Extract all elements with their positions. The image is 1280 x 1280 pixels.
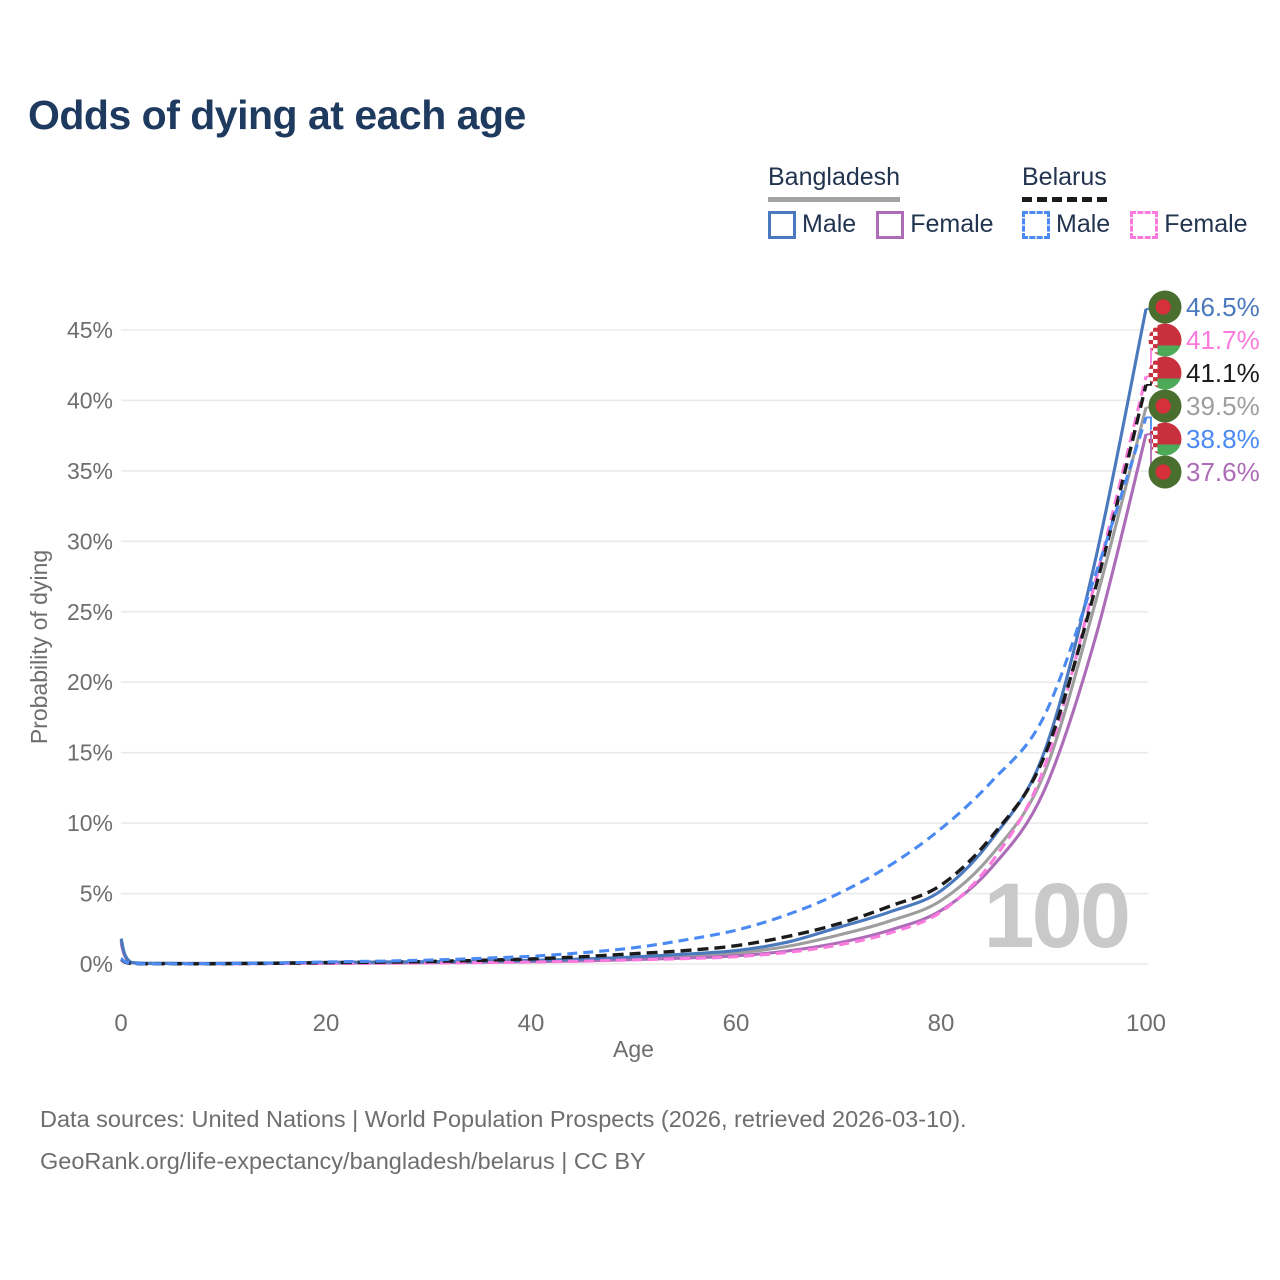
legend-group-belarus: Belarus Male Female — [1022, 163, 1268, 239]
legend-swatch-bangladesh-female[interactable] — [876, 210, 905, 239]
flag-belarus-icon — [1148, 422, 1182, 456]
age-watermark: 100 — [984, 865, 1129, 967]
end-label-belarus-male: 38.8% — [1186, 424, 1260, 454]
flag-bangladesh-icon — [1148, 455, 1182, 489]
y-tick-15: 15% — [67, 740, 113, 766]
legend-swatch-belarus-female[interactable] — [1130, 210, 1159, 239]
x-tick-20: 20 — [313, 1010, 340, 1037]
axes: 0% 5% 10% 15% 20% 25% 30% 35% 40% 45% 0 20 40 60 80 100… — [26, 317, 1166, 1062]
footer: Data sources: United Nations | World Pop… — [40, 1106, 967, 1190]
y-tick-20: 20% — [67, 669, 113, 695]
y-tick-0: 0% — [80, 951, 113, 977]
legend-country-belarus[interactable]: Belarus — [1022, 163, 1107, 202]
end-label-belarus-female: 41.7% — [1186, 325, 1260, 355]
flag-bangladesh-icon — [1148, 290, 1182, 324]
end-label-bangladesh-male: 46.5% — [1186, 292, 1260, 322]
y-tick-25: 25% — [67, 599, 113, 625]
series-lines — [119, 308, 1148, 966]
end-label-belarus-both: 41.1% — [1186, 358, 1260, 388]
end-labels: 46.5%41.7%41.1%39.5%38.8%37.6% — [1146, 290, 1260, 489]
y-tick-40: 40% — [67, 387, 113, 413]
end-label-bangladesh-both: 39.5% — [1186, 391, 1260, 421]
legend-group-bangladesh: Bangladesh Male Female — [768, 163, 1014, 239]
x-tick-0: 0 — [114, 1010, 127, 1037]
y-tick-10: 10% — [67, 810, 113, 836]
end-label-bangladesh-female: 37.6% — [1186, 457, 1260, 487]
page-title: Odds of dying at each age — [28, 92, 526, 138]
legend-country-bangladesh[interactable]: Bangladesh — [768, 163, 901, 202]
x-tick-40: 40 — [518, 1010, 545, 1037]
x-tick-100: 100 — [1126, 1010, 1166, 1037]
flag-belarus-icon — [1148, 356, 1182, 390]
legend-label-bangladesh-male[interactable]: Male — [802, 210, 857, 238]
legend-swatch-belarus-male[interactable] — [1022, 210, 1050, 239]
flag-belarus-icon — [1148, 323, 1182, 357]
legend-swatch-bangladesh-male[interactable] — [768, 210, 796, 239]
line-belarus-male — [120, 416, 1148, 966]
legend-label-belarus-male[interactable]: Male — [1056, 210, 1111, 238]
y-tick-5: 5% — [80, 881, 113, 907]
y-axis-title: Probability of dying — [26, 550, 52, 744]
y-tick-30: 30% — [67, 528, 113, 554]
y-tick-45: 45% — [67, 317, 113, 343]
y-tick-35: 35% — [67, 458, 113, 484]
footer-attribution-link: GeoRank.org/life-expectancy/bangladesh/b… — [40, 1148, 646, 1174]
x-tick-60: 60 — [723, 1010, 750, 1037]
x-tick-80: 80 — [928, 1010, 955, 1037]
x-axis-title: Age — [613, 1036, 654, 1062]
footer-data-sources: Data sources: United Nations | World Pop… — [40, 1106, 967, 1132]
flag-bangladesh-icon — [1148, 389, 1182, 423]
legend-label-belarus-female[interactable]: Female — [1164, 210, 1248, 238]
legend-label-bangladesh-female[interactable]: Female — [910, 210, 994, 238]
